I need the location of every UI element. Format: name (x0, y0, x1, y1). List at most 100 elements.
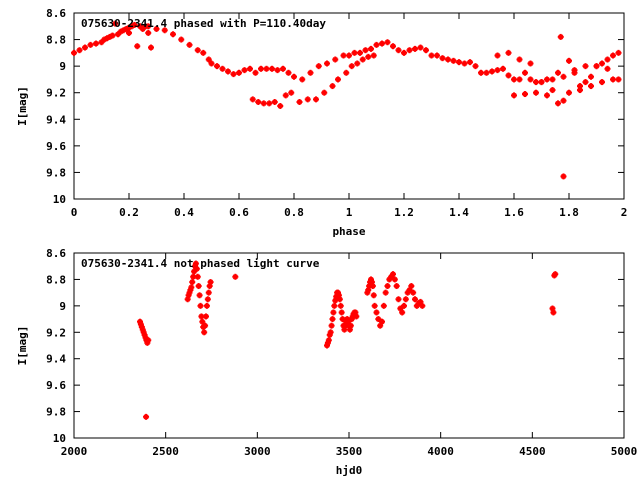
data-point (285, 69, 292, 76)
data-point (343, 69, 350, 76)
data-point (324, 60, 330, 67)
data-point (204, 296, 211, 303)
data-point (170, 31, 176, 38)
data-point (401, 302, 407, 309)
data-point (395, 47, 402, 54)
data-point (588, 83, 594, 90)
data-series (71, 20, 622, 180)
data-point (71, 49, 77, 56)
data-point (266, 100, 273, 107)
data-point (582, 79, 589, 86)
data-point (145, 29, 152, 36)
data-point (336, 296, 343, 303)
data-point (252, 69, 259, 76)
data-point (131, 21, 138, 28)
data-point (321, 89, 328, 96)
data-point (205, 289, 212, 296)
x-tick-label: 2500 (152, 445, 179, 458)
data-point (299, 76, 306, 83)
data-point (494, 67, 501, 74)
x-tick-label: 0.4 (174, 206, 194, 219)
x-tick-label: 1.6 (504, 206, 524, 219)
data-point (582, 63, 589, 70)
data-point (368, 279, 375, 286)
y-tick-label: 8.8 (46, 34, 66, 47)
data-point (338, 309, 345, 316)
data-point (604, 65, 611, 72)
data-point (419, 302, 426, 309)
chart-title: 075630-2341.4 phased with P=110.40day (81, 17, 326, 30)
data-point (190, 273, 197, 280)
data-point (412, 296, 418, 303)
x-tick-label: 0 (71, 206, 78, 219)
data-point (370, 292, 377, 299)
y-tick-label: 9.4 (46, 353, 66, 366)
data-point (615, 49, 622, 56)
data-point (354, 60, 361, 67)
data-point (335, 76, 341, 83)
data-point (205, 56, 212, 63)
data-point (395, 296, 402, 303)
data-point (428, 52, 435, 59)
data-point (208, 60, 215, 67)
data-point (274, 67, 281, 74)
data-point (188, 284, 195, 291)
data-point (390, 43, 396, 50)
y-axis-label: I[mag] (16, 86, 29, 126)
data-point (560, 97, 567, 104)
data-point (255, 99, 262, 106)
data-point (249, 96, 256, 103)
data-point (379, 40, 385, 47)
data-point (571, 67, 578, 74)
x-tick-label: 1.2 (394, 206, 414, 219)
x-tick-label: 5000 (611, 445, 638, 458)
x-tick-label: 1.4 (449, 206, 469, 219)
data-point (555, 69, 561, 76)
data-point (370, 52, 377, 59)
data-point (207, 279, 214, 286)
data-point (225, 68, 231, 75)
data-point (538, 79, 545, 86)
data-point (134, 43, 141, 50)
y-tick-label: 9.8 (46, 406, 66, 419)
data-point (327, 329, 334, 336)
data-point (282, 92, 289, 99)
data-point (189, 279, 196, 286)
data-point (109, 32, 116, 39)
x-tick-label: 0.2 (119, 206, 139, 219)
data-point (93, 40, 99, 47)
data-point (560, 73, 567, 80)
data-point (337, 302, 344, 309)
data-point (610, 76, 616, 83)
data-point (329, 316, 336, 323)
y-tick-label: 9.6 (46, 379, 66, 392)
data-point (197, 302, 204, 309)
data-point (194, 273, 201, 280)
data-point (408, 283, 415, 290)
data-point (380, 302, 387, 309)
data-point (549, 87, 556, 94)
data-point (325, 337, 332, 344)
data-point (186, 41, 193, 48)
data-point (522, 91, 528, 98)
y-tick-label: 9 (59, 300, 66, 313)
data-point (472, 63, 479, 70)
data-point (82, 44, 88, 51)
data-point (527, 76, 534, 83)
data-point (412, 45, 418, 52)
data-point (328, 322, 335, 329)
data-point (192, 260, 199, 267)
data-point (439, 55, 446, 62)
y-tick-label: 10 (53, 193, 66, 206)
data-point (450, 57, 457, 64)
unphased-light-curve-chart: 2000 2500 3000 3500 4000 4500 5000 8.6 8.8 9 9.2 9.… (16, 247, 637, 477)
data-point (610, 52, 616, 59)
chart-title: 075630-2341.4 not phased light curve (81, 257, 320, 270)
data-point (148, 44, 154, 51)
data-point (247, 65, 253, 72)
x-axis-label: hjd0 (336, 464, 363, 477)
data-point (201, 329, 208, 336)
data-point (232, 273, 239, 280)
x-tick-label: 0.6 (229, 206, 249, 219)
data-point (445, 56, 451, 63)
